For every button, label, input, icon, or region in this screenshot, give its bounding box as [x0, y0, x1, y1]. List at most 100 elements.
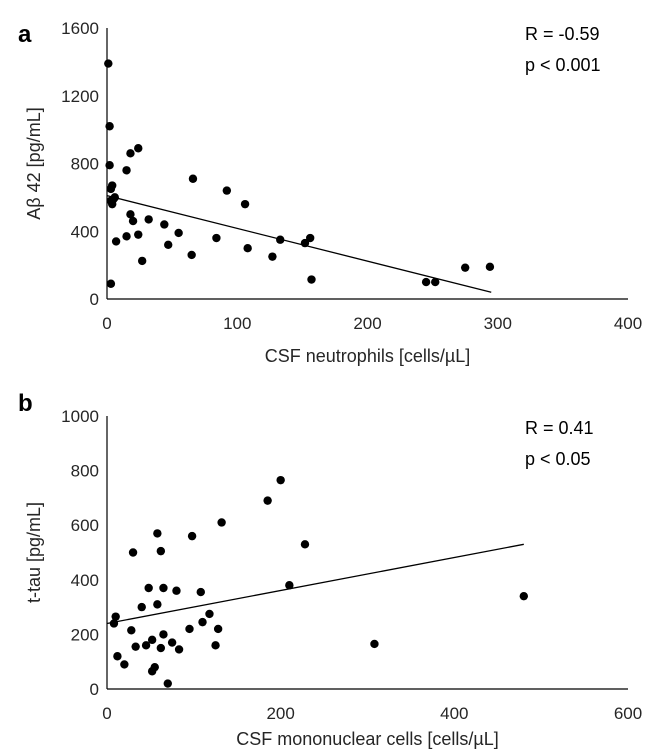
data-point [104, 59, 113, 68]
data-point [163, 679, 172, 688]
y-tick-label: 1600 [61, 19, 99, 38]
data-point [268, 252, 277, 261]
data-point [167, 638, 177, 647]
data-point [185, 624, 194, 634]
data-point [174, 228, 183, 238]
data-point [111, 612, 120, 621]
data-point [126, 149, 135, 158]
data-point [153, 529, 162, 538]
data-point [156, 643, 166, 653]
data-point [243, 243, 252, 253]
data-point [108, 181, 117, 190]
data-point [217, 518, 226, 527]
p-value: p < 0.001 [525, 55, 601, 75]
data-point [164, 240, 173, 249]
data-point [127, 626, 136, 635]
data-point [110, 193, 120, 202]
x-tick-label: 0 [102, 704, 111, 723]
y-tick-label: 0 [90, 290, 99, 309]
data-point [300, 540, 310, 549]
x-tick-label: 600 [614, 704, 642, 723]
data-point [150, 662, 159, 672]
data-point [105, 122, 114, 131]
data-point [460, 263, 470, 272]
data-point [113, 652, 122, 661]
y-tick-label: 1000 [61, 407, 99, 426]
data-point [141, 641, 151, 650]
data-point [159, 630, 168, 639]
correlation-coefficient: R = -0.59 [525, 24, 600, 44]
correlation-coefficient: R = 0.41 [525, 418, 594, 438]
data-point [263, 496, 272, 505]
y-tick-label: 600 [71, 516, 99, 535]
data-point [370, 639, 379, 649]
data-point [307, 275, 316, 284]
data-point [172, 586, 181, 595]
data-point [188, 174, 198, 183]
data-point [137, 602, 146, 612]
data-point [122, 166, 131, 175]
data-point [285, 581, 294, 590]
data-point [153, 600, 162, 609]
x-axis-title: CSF mononuclear cells [cells/µL] [236, 729, 498, 749]
data-point [276, 475, 285, 485]
p-value: p < 0.05 [525, 449, 591, 469]
y-axis-title: t-tau [pg/mL] [24, 502, 44, 603]
data-point [212, 233, 221, 243]
data-point [276, 235, 285, 244]
x-tick-label: 400 [614, 314, 642, 333]
data-point [126, 210, 135, 219]
data-point [485, 262, 495, 272]
data-point [240, 199, 250, 209]
data-point [159, 583, 168, 593]
x-tick-label: 200 [353, 314, 381, 333]
y-tick-label: 400 [71, 222, 99, 241]
panel-a: a 0 400 800 1200 1600 0 100 200 300 400 CSF neutro… [18, 19, 642, 366]
data-point [421, 277, 431, 287]
data-point [205, 609, 214, 619]
data-point [120, 660, 129, 669]
data-point [300, 238, 310, 248]
trendline [106, 195, 492, 293]
data-point [144, 583, 153, 593]
y-tick-label: 400 [71, 571, 99, 590]
data-point [128, 216, 138, 226]
y-tick-label: 1200 [61, 87, 99, 106]
data-point [211, 641, 220, 650]
data-point [187, 531, 197, 541]
data-point [431, 277, 440, 287]
data-point [213, 624, 223, 634]
y-tick-label: 800 [71, 155, 99, 174]
data-point [156, 546, 166, 556]
x-tick-label: 0 [102, 314, 111, 333]
y-tick-label: 0 [90, 680, 99, 699]
x-tick-label: 300 [484, 314, 512, 333]
data-point [305, 233, 315, 243]
data-point [196, 587, 205, 597]
x-axis-title: CSF neutrophils [cells/µL] [265, 346, 470, 366]
data-point [106, 279, 116, 288]
data-point [222, 186, 232, 195]
data-point [147, 635, 157, 645]
y-tick-label: 200 [71, 625, 99, 644]
data-point [109, 619, 119, 628]
data-point [131, 642, 140, 651]
data-point [134, 144, 143, 153]
data-point [144, 215, 153, 224]
data-point [160, 220, 169, 229]
data-point [111, 237, 121, 246]
data-point [134, 230, 143, 239]
data-point [198, 617, 207, 627]
trendline [106, 543, 524, 625]
data-point [122, 232, 131, 241]
y-tick-label: 800 [71, 462, 99, 481]
panel-b: b 0 200 400 600 800 1000 0 200 400 600 CSF mononuc… [18, 390, 642, 749]
data-point [174, 645, 184, 654]
data-point [137, 256, 147, 266]
x-tick-label: 200 [266, 704, 294, 723]
x-tick-label: 100 [223, 314, 251, 333]
data-point [105, 160, 114, 170]
panel-a-letter: a [18, 21, 32, 48]
